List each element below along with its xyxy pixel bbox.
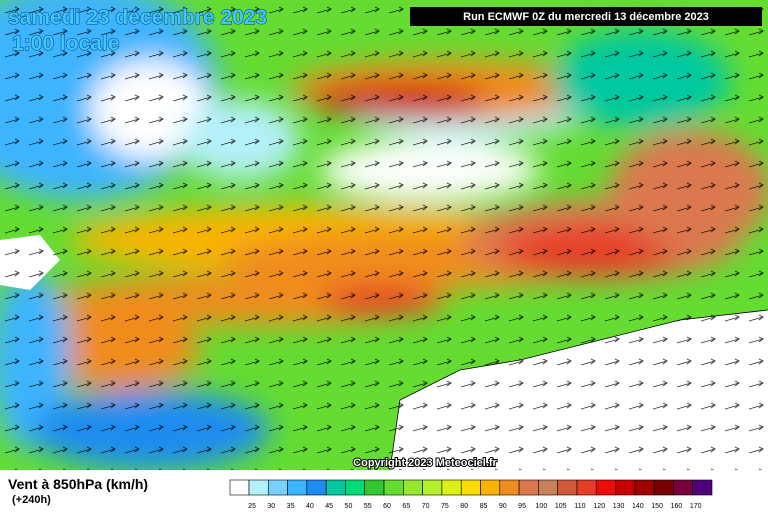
scale-swatch	[615, 479, 636, 496]
scale-swatch	[692, 479, 713, 496]
wind-field	[0, 0, 768, 470]
scale-label: 50	[345, 503, 353, 510]
scale-label: 70	[422, 503, 430, 510]
scale-swatch	[441, 479, 462, 496]
scale-label: 85	[480, 503, 488, 510]
scale-label: 160	[671, 503, 683, 510]
scale-label: 100	[536, 503, 548, 510]
scale-swatch	[325, 479, 346, 496]
color-scale: 25 30 35 40 45 50 55 60 65 70 75 80 85 90 95 100 105 110 1…	[248, 479, 713, 510]
scale-swatch-empty	[229, 479, 250, 496]
scale-swatch	[383, 479, 404, 496]
scale-label: 90	[499, 503, 507, 510]
scale-swatch	[518, 479, 539, 496]
scale-label: 170	[690, 503, 702, 510]
scale-swatch	[422, 479, 443, 496]
scale-swatch	[248, 479, 269, 496]
scale-swatch	[306, 479, 327, 496]
scale-swatch	[576, 479, 597, 496]
scale-label: 45	[325, 503, 333, 510]
run-info: Run ECMWF 0Z du mercredi 13 décembre 202…	[463, 11, 709, 23]
scale-swatch	[345, 479, 366, 496]
scale-swatch	[460, 479, 481, 496]
scale-swatch	[557, 479, 578, 496]
footer-title: Vent à 850hPa (km/h)	[8, 476, 148, 492]
scale-swatch	[595, 479, 616, 496]
scale-label: 40	[306, 503, 314, 510]
scale-swatch	[364, 479, 385, 496]
scale-swatch	[653, 479, 674, 496]
scale-label: 35	[287, 503, 295, 510]
scale-label: 60	[383, 503, 391, 510]
copyright: Copyright 2023 Meteociel.fr	[353, 457, 497, 469]
forecast-date: samedi 23 décembre 2023	[8, 6, 267, 29]
run-box	[410, 7, 762, 26]
scale-swatch	[673, 479, 694, 496]
footer-lead: (+240h)	[12, 494, 51, 506]
scale-swatch	[634, 479, 655, 496]
scale-label: 130	[613, 503, 625, 510]
scale-swatch	[287, 479, 308, 496]
scale-label: 80	[460, 503, 468, 510]
scale-label: 110	[574, 503, 585, 510]
scale-label: 95	[518, 503, 526, 510]
scale-swatch	[403, 479, 423, 496]
scale-swatch	[499, 479, 520, 496]
scale-label: 25	[248, 503, 256, 510]
scale-swatch	[480, 479, 501, 496]
scale-label: 75	[441, 503, 449, 510]
scale-label: 65	[402, 503, 410, 510]
scale-label: 105	[555, 503, 567, 510]
scale-label: 140	[632, 503, 644, 510]
scale-label: 30	[267, 503, 275, 510]
scale-label: 55	[364, 503, 372, 510]
forecast-time: 1:00 locale	[12, 32, 119, 55]
scale-label: 150	[651, 503, 663, 510]
scale-label: 120	[593, 503, 605, 510]
scale-swatch	[267, 479, 288, 496]
scale-swatch	[538, 479, 558, 496]
